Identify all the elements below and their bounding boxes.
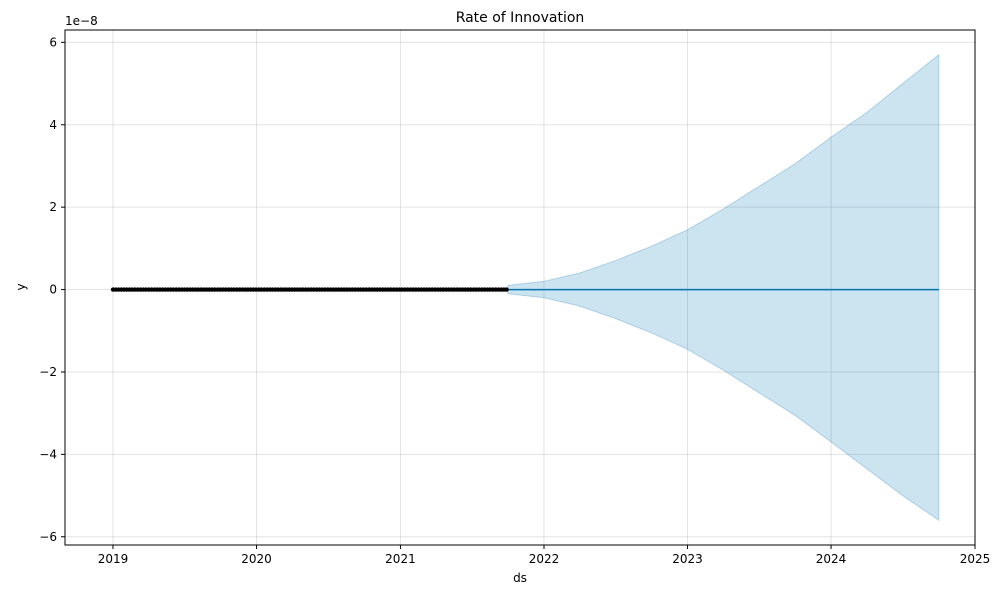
x-tick-label: 2021 [385,552,416,566]
x-tick-label: 2024 [816,552,847,566]
y-tick-label: 6 [49,35,57,49]
x-tick-label: 2019 [98,552,129,566]
y-axis-title: y [14,283,28,290]
y-axis: −6 −4 −2 0 2 4 6 [39,35,65,544]
y-tick-label: 4 [49,118,57,132]
y-tick-label: 0 [49,283,57,297]
observed-points-layer [110,287,509,292]
uncertainty-band-layer [507,53,940,522]
x-axis-title: ds [513,571,527,585]
y-tick-label: 2 [49,200,57,214]
y-tick-label: −6 [39,530,57,544]
chart-title: Rate of Innovation [456,10,585,26]
y-tick-label: −4 [39,447,57,461]
y-axis-multiplier: 1e−8 [65,14,98,28]
plot-frame [64,29,976,546]
y-tick-label: −2 [39,365,57,379]
x-tick-label: 2020 [241,552,272,566]
observed-point [504,287,509,292]
x-tick-label: 2025 [960,552,991,566]
x-tick-label: 2022 [529,552,560,566]
x-tick-label: 2023 [672,552,703,566]
x-axis: 2019 2020 2021 2022 2023 2024 2025 [98,545,991,566]
uncertainty-band [507,53,940,522]
